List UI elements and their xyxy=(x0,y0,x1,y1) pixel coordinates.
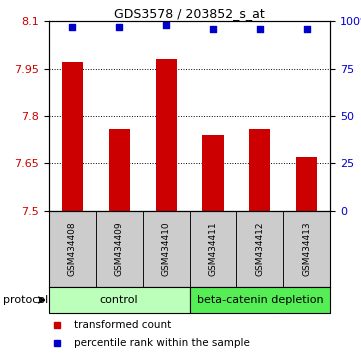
Bar xyxy=(296,157,317,211)
Bar xyxy=(109,129,130,211)
Text: transformed count: transformed count xyxy=(74,320,171,330)
Text: GSM434410: GSM434410 xyxy=(162,221,170,276)
Point xyxy=(257,26,263,32)
Text: beta-catenin depletion: beta-catenin depletion xyxy=(197,295,323,305)
Bar xyxy=(249,129,270,211)
Title: GDS3578 / 203852_s_at: GDS3578 / 203852_s_at xyxy=(114,7,265,20)
Text: GSM434412: GSM434412 xyxy=(256,222,264,276)
Bar xyxy=(190,211,236,287)
Text: GSM434409: GSM434409 xyxy=(115,221,123,276)
Point xyxy=(210,26,216,32)
Bar xyxy=(190,287,330,313)
Bar xyxy=(236,211,283,287)
Bar xyxy=(203,135,223,211)
Text: percentile rank within the sample: percentile rank within the sample xyxy=(74,338,250,348)
Text: control: control xyxy=(100,295,138,305)
Point xyxy=(69,24,75,30)
Point xyxy=(304,26,310,32)
Bar xyxy=(96,211,143,287)
Bar xyxy=(156,59,177,211)
Text: protocol: protocol xyxy=(4,295,49,305)
Text: GSM434413: GSM434413 xyxy=(303,221,311,276)
Bar xyxy=(49,287,190,313)
Bar xyxy=(143,211,190,287)
Text: GSM434411: GSM434411 xyxy=(209,221,217,276)
Text: GSM434408: GSM434408 xyxy=(68,221,77,276)
Point xyxy=(116,24,122,30)
Bar xyxy=(283,211,330,287)
Bar xyxy=(62,62,83,211)
Point xyxy=(163,22,169,28)
Bar xyxy=(49,211,96,287)
